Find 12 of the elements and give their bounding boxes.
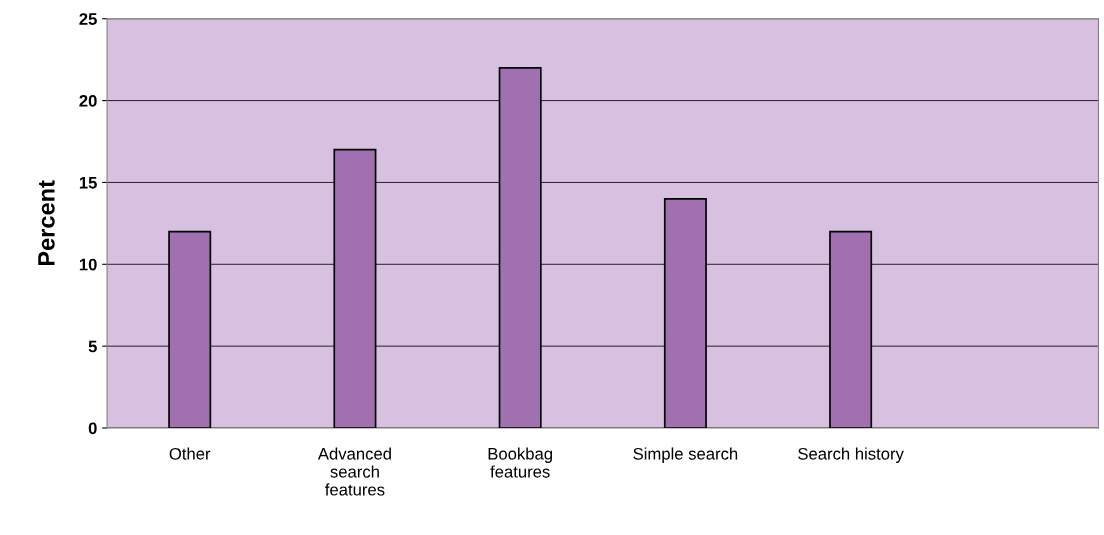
y-tick-label: 15 [79, 177, 97, 189]
x-tick-label: Search history [798, 447, 904, 463]
x-tick-label: Simple search [633, 447, 738, 463]
x-tick-label: Bookbag features [488, 447, 552, 478]
y-tick-label: 5 [88, 340, 97, 353]
x-tick-label: Other [169, 447, 211, 460]
y-axis-title: Percent [38, 180, 55, 266]
y-tick-label: 25 [79, 13, 97, 25]
x-tick-label: Advanced search features [317, 447, 391, 496]
y-tick-label: 10 [79, 258, 97, 271]
y-tick-label: 20 [79, 94, 97, 107]
y-tick-label: 0 [88, 422, 97, 435]
